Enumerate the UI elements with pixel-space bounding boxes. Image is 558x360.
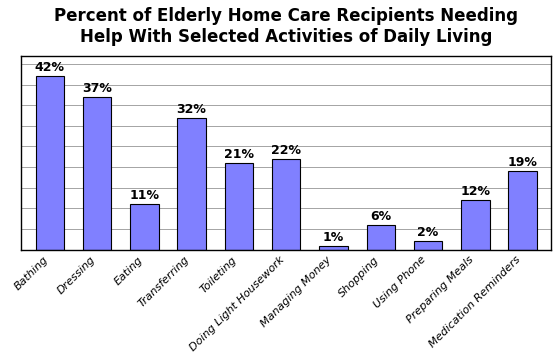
- Bar: [367, 225, 395, 250]
- Text: 12%: 12%: [460, 185, 490, 198]
- Title: Percent of Elderly Home Care Recipients Needing
Help With Selected Activities of: Percent of Elderly Home Care Recipients …: [54, 7, 518, 46]
- Bar: [508, 171, 537, 250]
- Text: 2%: 2%: [417, 226, 439, 239]
- Bar: [130, 204, 158, 250]
- Bar: [83, 97, 111, 250]
- Text: 11%: 11%: [129, 189, 160, 202]
- Text: 6%: 6%: [370, 210, 391, 223]
- Bar: [319, 246, 348, 250]
- Bar: [225, 163, 253, 250]
- Text: 19%: 19%: [508, 156, 537, 169]
- Bar: [461, 200, 489, 250]
- Bar: [414, 242, 442, 250]
- Text: 21%: 21%: [224, 148, 254, 161]
- Text: 42%: 42%: [35, 61, 65, 74]
- Text: 22%: 22%: [271, 144, 301, 157]
- Bar: [177, 118, 206, 250]
- Text: 37%: 37%: [82, 82, 112, 95]
- Bar: [272, 159, 300, 250]
- Bar: [36, 76, 64, 250]
- Text: 1%: 1%: [323, 230, 344, 243]
- Text: 32%: 32%: [177, 103, 206, 116]
